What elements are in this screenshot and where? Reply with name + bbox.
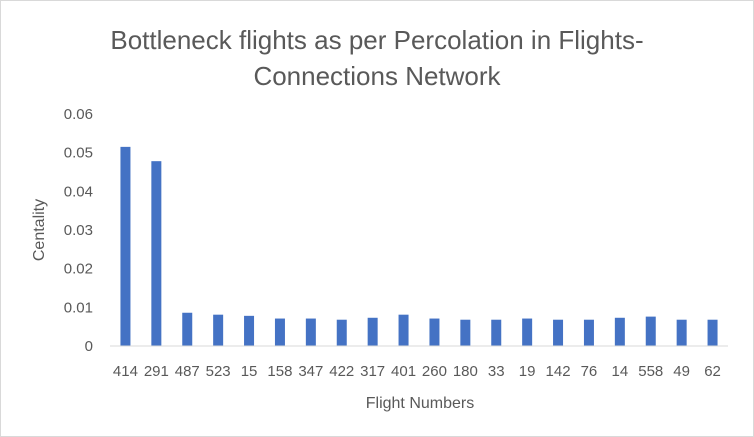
y-axis-title: Centality [31,199,48,261]
bar-33 [491,319,502,346]
bar-62 [707,319,718,346]
x-tick-label: 19 [519,363,536,380]
x-tick-label: 260 [422,363,447,380]
x-axis-ticks: 414 291 487 523 15 158 347 422 317 401 260 180 33 19 1… [113,363,721,380]
x-tick-label: 15 [241,363,258,380]
bar-414 [120,146,131,346]
bar-76 [583,319,594,346]
bar-291 [151,161,162,346]
bar-347 [305,318,316,346]
bar-401 [398,314,409,346]
bar-317 [367,317,378,346]
x-tick-label: 523 [206,363,231,380]
y-tick-label: 0.06 [64,106,93,123]
bars [120,146,718,346]
x-tick-label: 422 [329,363,354,380]
x-tick-label: 62 [704,363,721,380]
y-tick-label: 0.03 [64,222,93,239]
bar-180 [460,319,471,346]
bar-15 [244,315,255,346]
y-tick-label: 0.04 [64,183,93,200]
bar-487 [182,312,193,346]
x-tick-label: 401 [391,363,416,380]
x-tick-label: 14 [612,363,629,380]
bar-14 [614,317,625,346]
bar-558 [645,316,656,346]
chart-title-line-1: Bottleneck flights as per Percolation in… [110,25,644,55]
y-tick-label: 0 [85,338,93,355]
x-tick-label: 49 [673,363,690,380]
bar-158 [274,318,285,346]
x-tick-label: 558 [638,363,663,380]
chart-title-line-2: Connections Network [253,61,501,91]
y-tick-label: 0.02 [64,261,93,278]
x-tick-label: 33 [488,363,505,380]
bar-49 [676,319,687,346]
bar-523 [213,314,224,346]
bar-142 [553,319,564,346]
x-tick-label: 158 [267,363,292,380]
y-tick-label: 0.05 [64,145,93,162]
x-tick-label: 414 [113,363,138,380]
x-axis-title: Flight Numbers [366,395,474,412]
bar-260 [429,318,440,346]
x-tick-label: 180 [453,363,478,380]
x-tick-label: 487 [175,363,200,380]
x-tick-label: 291 [144,363,169,380]
x-tick-label: 317 [360,363,385,380]
x-tick-label: 347 [298,363,323,380]
chart-title: Bottleneck flights as per Percolation in… [0,22,754,94]
bar-422 [336,319,347,346]
x-tick-label: 142 [546,363,571,380]
x-tick-label: 76 [581,363,598,380]
bar-19 [522,318,533,346]
y-tick-label: 0.01 [64,299,93,316]
y-axis-ticks: 0 0.01 0.02 0.03 0.04 0.05 0.06 [64,106,93,355]
